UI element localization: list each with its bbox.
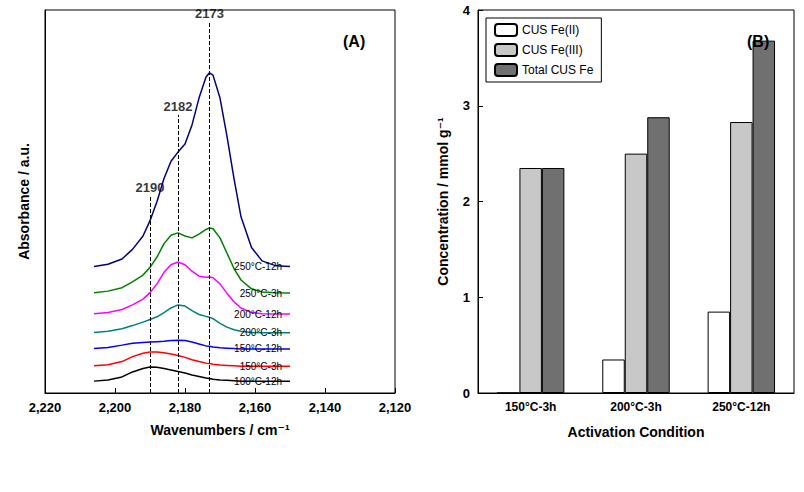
svg-text:2,160: 2,160 [239,400,272,415]
svg-text:150°C-12h: 150°C-12h [234,343,282,354]
svg-text:150°C-3h: 150°C-3h [240,361,282,372]
svg-text:(B): (B) [747,33,769,50]
svg-text:Activation Condition: Activation Condition [568,424,705,440]
svg-text:4: 4 [463,3,471,18]
svg-text:2190: 2190 [135,180,165,196]
svg-text:2173: 2173 [195,6,224,21]
svg-text:2,180: 2,180 [169,400,202,415]
svg-text:2,220: 2,220 [29,400,62,415]
svg-text:100°C-12h: 100°C-12h [234,376,282,387]
svg-text:Concentration / mmol g⁻¹: Concentration / mmol g⁻¹ [435,117,451,286]
svg-text:200°C-12h: 200°C-12h [234,309,282,320]
svg-text:CUS Fe(III): CUS Fe(III) [522,43,583,57]
svg-text:250°C-3h: 250°C-3h [240,288,282,299]
svg-text:250°C-12h: 250°C-12h [234,261,282,272]
svg-text:CUS Fe(II): CUS Fe(II) [522,23,579,37]
svg-text:200°C-3h: 200°C-3h [240,327,282,338]
svg-text:150°C-3h: 150°C-3h [505,400,557,414]
svg-text:2: 2 [463,194,470,209]
svg-text:2,120: 2,120 [379,400,412,415]
svg-text:(A): (A) [343,33,365,50]
svg-text:3: 3 [463,98,470,113]
svg-text:0: 0 [463,386,470,401]
svg-text:Total CUS Fe: Total CUS Fe [522,63,594,77]
svg-text:200°C-3h: 200°C-3h [610,400,662,414]
svg-text:Absorbance / a.u.: Absorbance / a.u. [16,143,32,260]
svg-text:Wavenumbers / cm⁻¹: Wavenumbers / cm⁻¹ [150,422,289,438]
svg-text:2,140: 2,140 [309,400,342,415]
svg-text:2182: 2182 [164,99,193,114]
svg-text:250°C-12h: 250°C-12h [712,400,770,414]
svg-text:1: 1 [463,290,470,305]
svg-text:2,200: 2,200 [99,400,132,415]
